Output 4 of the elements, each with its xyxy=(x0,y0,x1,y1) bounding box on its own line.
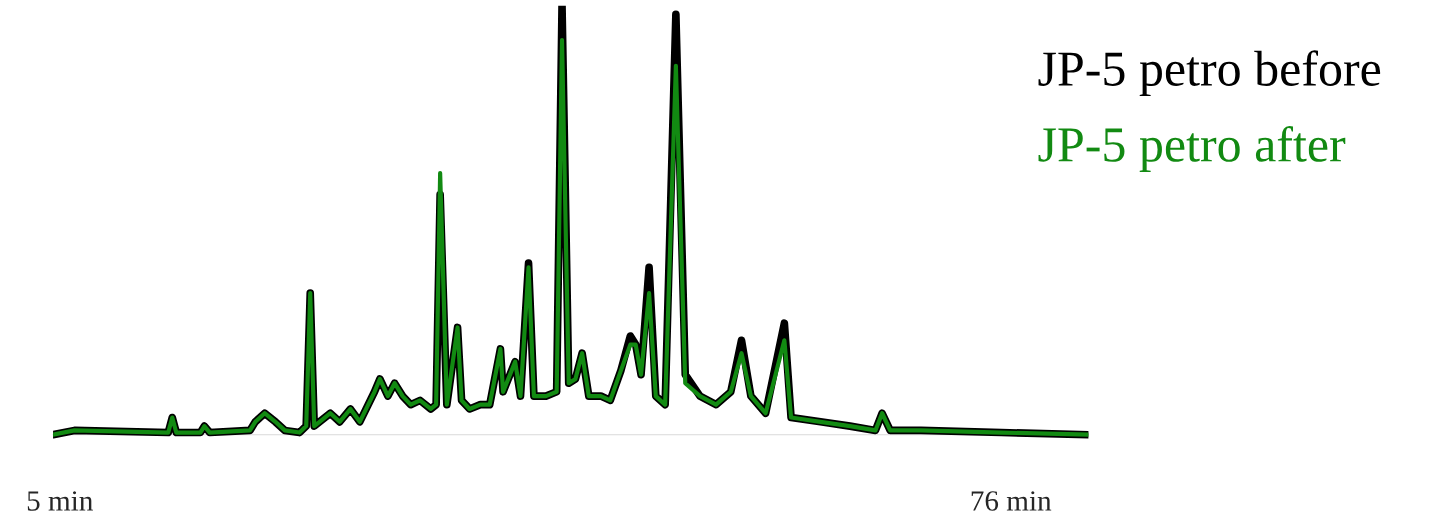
x-tick-label: 5 min xyxy=(27,491,93,511)
x-tick-label: 76 min xyxy=(971,491,1052,511)
text: JP-5 petro before xyxy=(1038,50,1381,97)
text: JP-5 petro after xyxy=(1038,126,1346,172)
